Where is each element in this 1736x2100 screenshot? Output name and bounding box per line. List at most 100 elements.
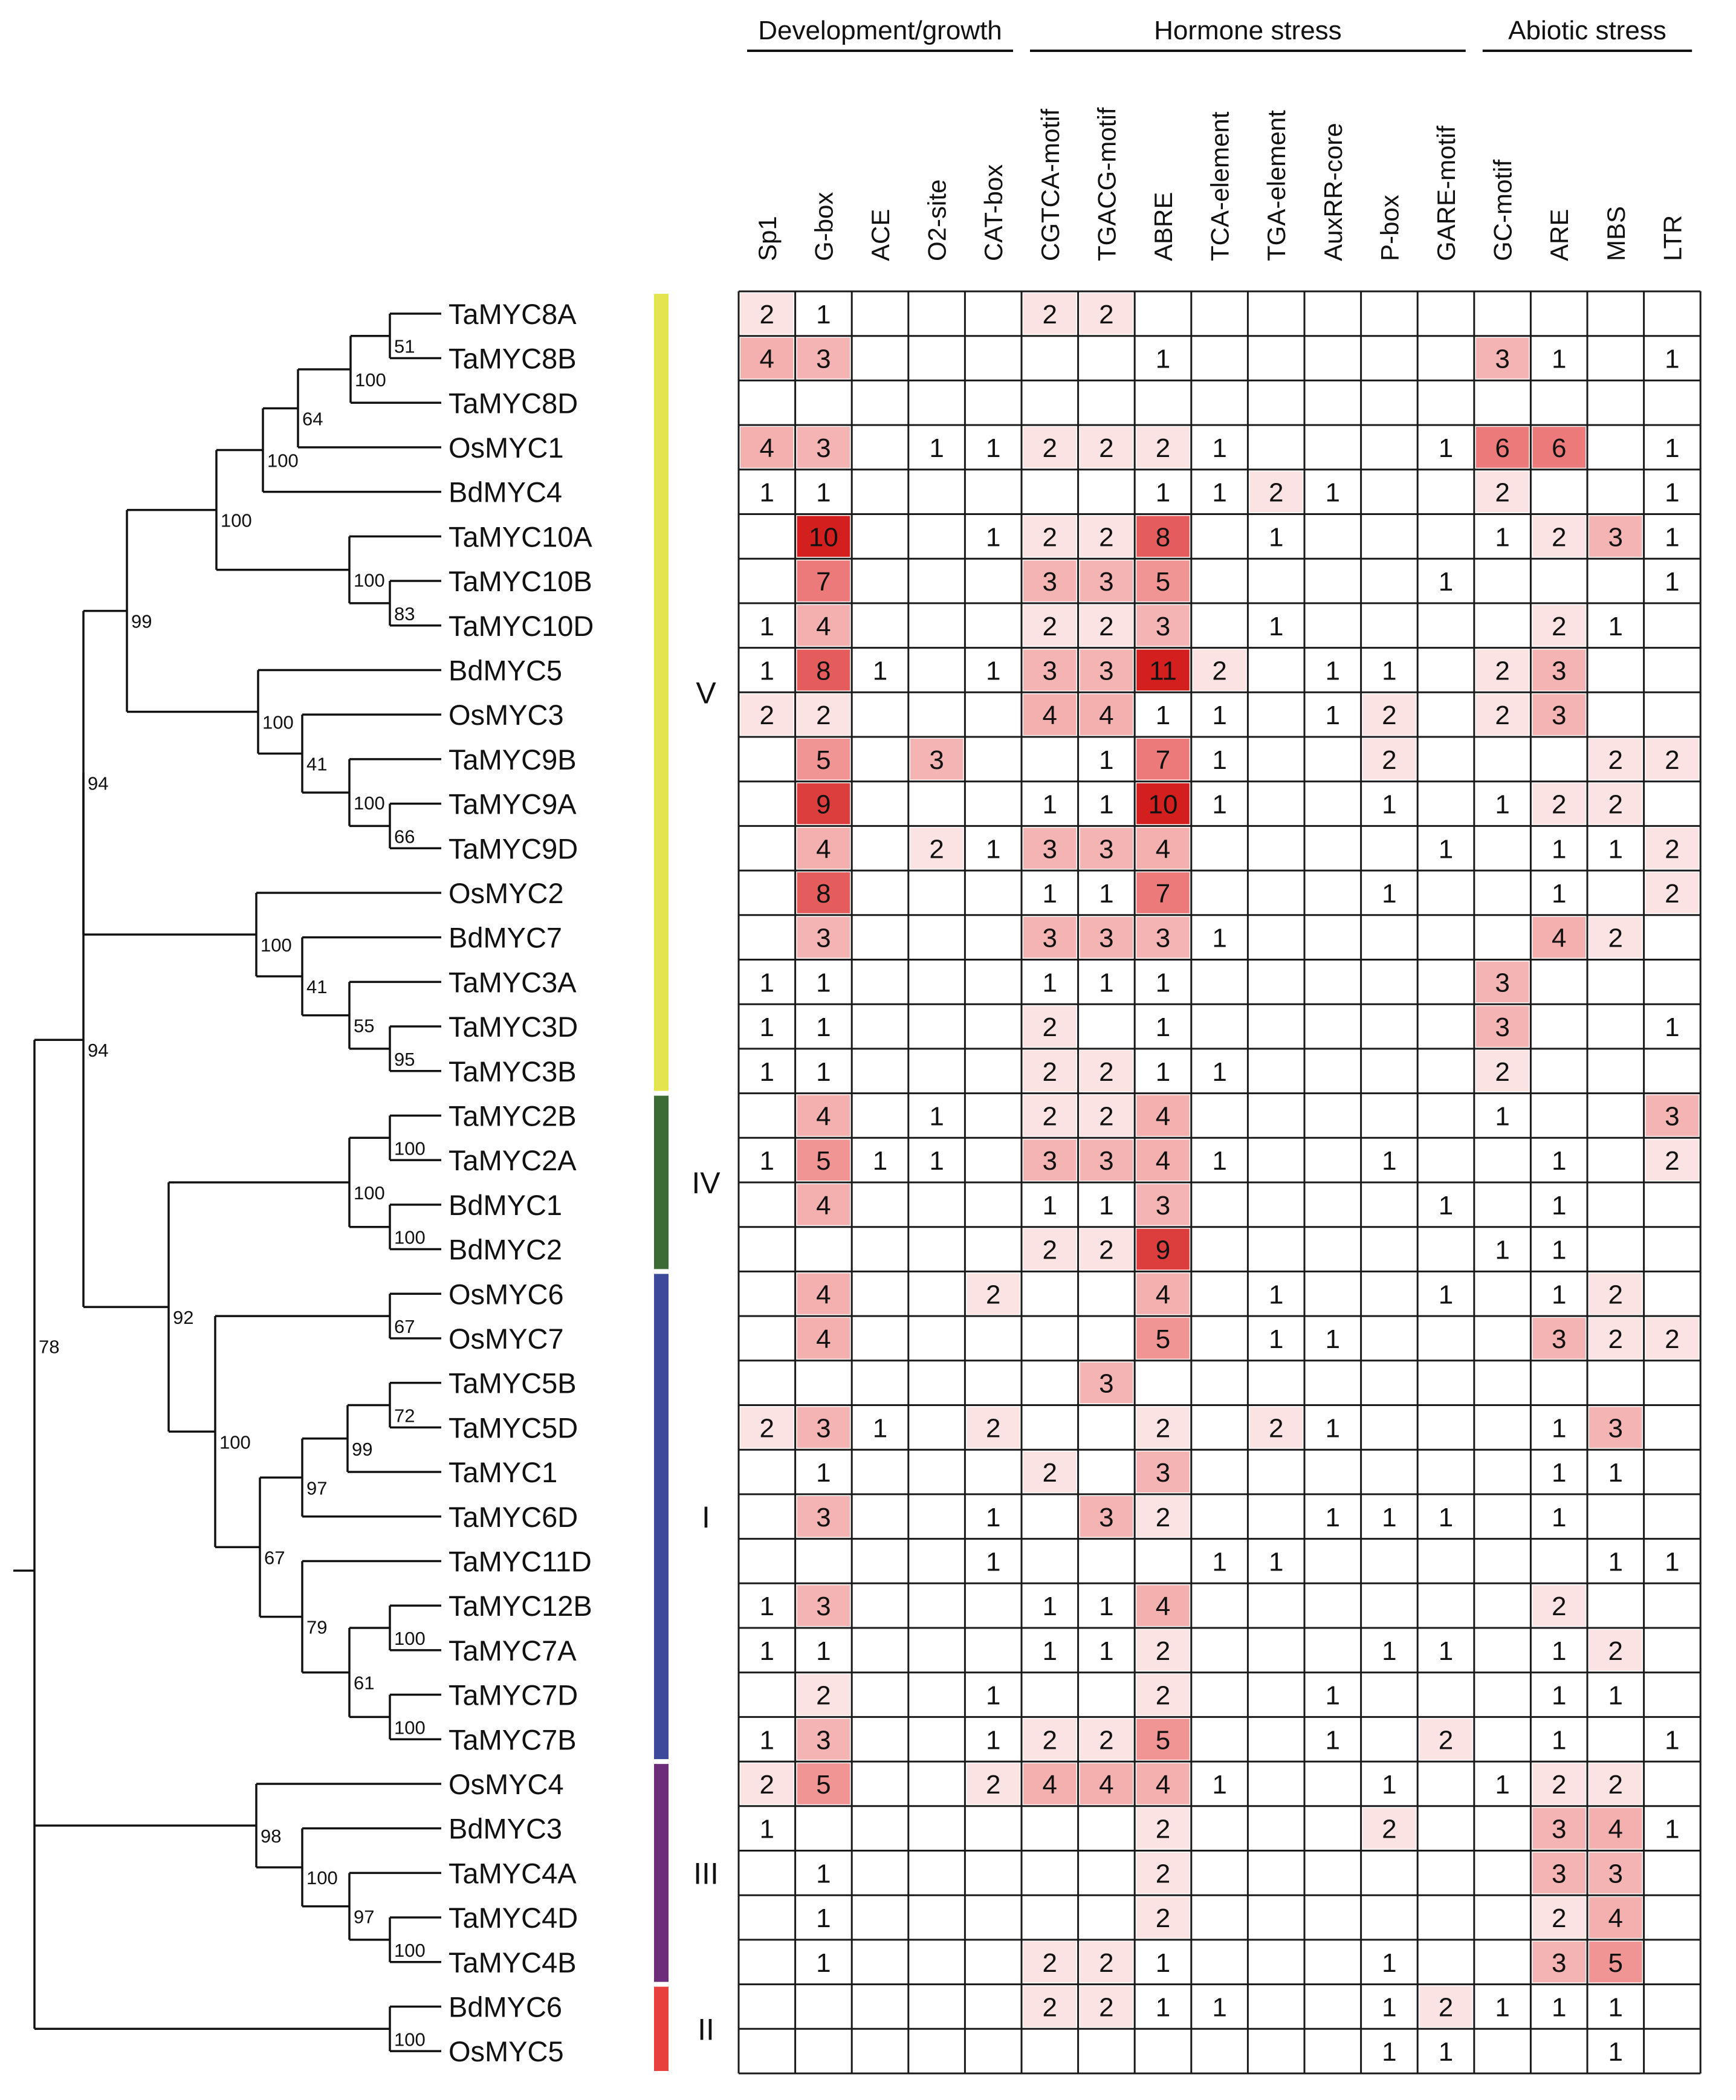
cell-value: 4: [760, 345, 774, 374]
heat-cell: [1023, 560, 1077, 601]
cell-value: 1: [760, 656, 774, 685]
cell-value: 1: [1608, 2037, 1623, 2067]
heat-cell: [1080, 649, 1133, 691]
cell-value: 1: [1665, 478, 1679, 508]
cell-value: 1: [816, 1013, 831, 1042]
cell-value: 2: [1665, 745, 1679, 775]
leaf-label-tamyc7b: TaMYC7B: [449, 1723, 577, 1755]
cell-value: 1: [1212, 1547, 1226, 1577]
leaf-label-tamyc4a: TaMYC4A: [449, 1857, 577, 1889]
category-label-abiotic-stress: Abiotic stress: [1508, 16, 1666, 45]
cell-value: 2: [760, 1413, 774, 1443]
heat-cell: [910, 828, 964, 869]
cell-value: 1: [1099, 968, 1113, 997]
bootstrap-value: 100: [355, 369, 386, 391]
heat-cell: [1193, 649, 1246, 691]
heat-cell: [1080, 1941, 1133, 1983]
heat-cell: [797, 649, 850, 691]
cell-value: 1: [1212, 1770, 1226, 1800]
bootstrap-value: 100: [394, 1628, 426, 1649]
heat-cell: [1136, 1139, 1190, 1181]
cell-value: 1: [1552, 1725, 1566, 1755]
column-label-tga-element: TGA-element: [1262, 110, 1291, 261]
heat-cell: [1136, 1719, 1190, 1760]
cell-value: 1: [1552, 1681, 1566, 1711]
heat-cell: [1136, 1630, 1190, 1671]
leaf-label-osmyc5: OsMYC5: [449, 2035, 564, 2067]
heat-cell: [1532, 916, 1585, 958]
cell-value: 2: [1439, 1992, 1453, 2022]
heat-cell: [1532, 1807, 1585, 1849]
cell-value: 8: [816, 879, 831, 909]
cell-value: 3: [1099, 1369, 1113, 1399]
bootstrap-value: 100: [394, 1138, 426, 1159]
cell-value: 5: [1156, 1324, 1170, 1354]
cell-value: 1: [1156, 968, 1170, 997]
cell-value: 2: [1665, 1324, 1679, 1354]
cell-value: 5: [816, 1770, 831, 1800]
cell-value: 2: [1156, 1904, 1170, 1933]
heat-cell: [1475, 1006, 1529, 1047]
cell-value: 3: [1156, 1458, 1170, 1488]
heat-cell: [1136, 604, 1190, 646]
cell-value: 3: [1043, 656, 1057, 685]
column-label-o2-site: O2-site: [923, 180, 951, 261]
cell-value: 1: [1212, 924, 1226, 953]
bootstrap-value: 99: [352, 1439, 372, 1460]
heat-cell: [1136, 828, 1190, 869]
clade-label-i: I: [702, 1500, 710, 1534]
cell-value: 1: [873, 656, 887, 685]
heat-cell: [797, 1496, 850, 1537]
cell-value: 3: [1099, 834, 1113, 864]
cell-value: 3: [1156, 924, 1170, 953]
leaf-label-tamyc10b: TaMYC10B: [449, 565, 592, 597]
cell-value: 1: [1156, 478, 1170, 508]
cell-value: 3: [1043, 1146, 1057, 1176]
cell-value: 1: [1552, 879, 1566, 909]
heat-cell: [1136, 739, 1190, 780]
cell-value: 3: [816, 1592, 831, 1621]
cell-value: 1: [1156, 1992, 1170, 2022]
cell-value: 2: [1156, 1636, 1170, 1666]
cell-value: 3: [816, 433, 831, 463]
cell-value: 2: [1382, 701, 1396, 730]
cell-value: 1: [1665, 1725, 1679, 1755]
heat-cell: [1080, 1139, 1133, 1181]
cell-value: 4: [1156, 834, 1170, 864]
cell-value: 1: [1382, 1503, 1396, 1532]
heat-cell: [1080, 1986, 1133, 2027]
cell-value: 4: [1099, 701, 1113, 730]
cell-value: 1: [1608, 1681, 1623, 1711]
cell-value: 1: [1099, 1636, 1113, 1666]
cell-value: 4: [1043, 701, 1057, 730]
leaf-label-tamyc7a: TaMYC7A: [449, 1635, 577, 1667]
cell-value: 2: [1099, 300, 1113, 329]
heat-cell: [1080, 1496, 1133, 1537]
cell-value: 1: [1552, 1280, 1566, 1309]
heat-cell: [1475, 961, 1529, 1003]
heat-cell: [1532, 1941, 1585, 1983]
heat-cell: [1589, 1630, 1642, 1671]
leaf-label-osmyc3: OsMYC3: [449, 699, 564, 731]
leaf-label-osmyc7: OsMYC7: [449, 1323, 564, 1355]
cell-value: 4: [816, 1101, 831, 1131]
cell-value: 2: [1043, 1101, 1057, 1131]
leaf-label-osmyc1: OsMYC1: [449, 432, 564, 464]
cell-value: 1: [1495, 1236, 1509, 1265]
heat-cell: [1362, 739, 1416, 780]
cell-value: 2: [1043, 612, 1057, 641]
heat-cell: [1532, 1318, 1585, 1359]
cell-value: 2: [1043, 1458, 1057, 1488]
heat-cell: [1136, 1095, 1190, 1136]
cell-value: 1: [1326, 1413, 1340, 1443]
heat-cell: [1589, 1941, 1642, 1983]
heat-cell: [1532, 604, 1585, 646]
cell-value: 1: [760, 478, 774, 508]
heat-cell: [1136, 1897, 1190, 1938]
bootstrap-value: 95: [394, 1049, 415, 1070]
cell-value: 4: [816, 834, 831, 864]
heat-cell: [1645, 828, 1699, 869]
leaf-label-tamyc7d: TaMYC7D: [449, 1679, 578, 1711]
heat-cell: [1645, 1139, 1699, 1181]
